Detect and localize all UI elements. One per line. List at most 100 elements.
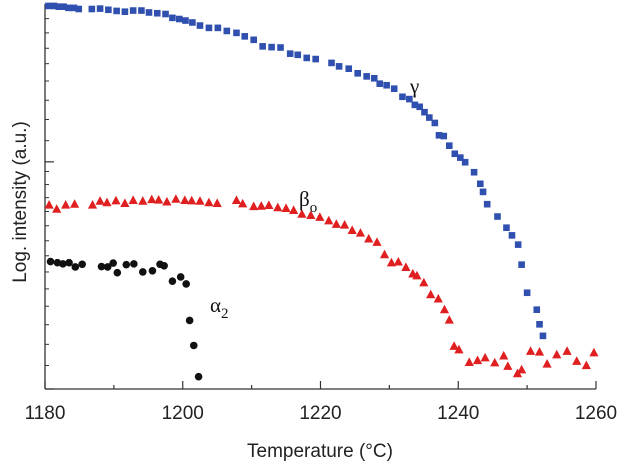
beta-point [393,256,403,266]
beta-point [138,196,148,205]
gamma-point [370,75,378,82]
gamma-point [277,44,284,51]
gamma-point [328,59,335,67]
gamma-point [539,332,547,340]
alpha-point [103,263,112,271]
beta-point [347,225,357,234]
beta-point [195,196,205,205]
alpha-point [176,273,185,281]
gamma-point [162,10,169,18]
gamma-point [70,4,78,12]
gamma-point [176,15,183,23]
beta-point [379,249,390,259]
gamma-point [113,7,120,15]
alpha-point [109,259,117,267]
beta-point [454,344,464,354]
series-label-beta: βo [299,187,317,216]
beta-point [231,195,242,204]
beta-point [187,195,197,205]
gamma-point [121,8,129,15]
gamma-point [335,63,343,70]
tick-labels: 1180 1200 1220 1240 1260 [25,403,618,424]
x-axis-title: Temperature (°C) [247,441,393,462]
axes [44,4,597,390]
beta-point [472,355,483,365]
gamma-point [96,5,104,12]
gamma-point [345,65,353,72]
alpha-point [139,268,147,276]
gamma-point [259,43,266,50]
beta-point [552,349,562,359]
beta-point [204,197,214,207]
beta-point [581,360,591,370]
beta-point [562,346,572,355]
gamma-point [451,150,459,158]
gamma-point [153,9,161,17]
beta-point [426,289,436,299]
alpha-point [185,316,194,325]
alpha-point [194,372,203,381]
gamma-point [508,232,516,239]
gamma-point [431,119,439,127]
beta-point [499,350,509,360]
beta-point [444,315,454,324]
gamma-point [55,3,63,10]
gamma-point [182,17,189,24]
alpha-point [113,268,122,277]
gamma-point [483,200,491,208]
x-tick-label: 1220 [299,403,341,424]
beta-point [364,233,374,243]
beta-point [154,194,164,204]
alpha-point [189,341,198,350]
gamma-point [406,95,413,103]
gamma-point [457,154,464,161]
alpha-point [130,260,138,268]
gamma-point [411,101,419,109]
beta-point [111,195,121,205]
beta-point [281,203,291,213]
gamma-point [503,224,510,231]
gamma-point [169,14,176,22]
beta-point [120,198,130,208]
beta-point [542,358,552,368]
x-tick-label: 1240 [437,403,479,424]
beta-point [331,219,341,228]
beta-point [87,199,98,209]
beta-point [419,277,429,287]
gamma-point [268,43,275,51]
gamma-point [196,22,204,29]
beta-point [315,212,325,221]
gamma-point [45,2,52,10]
gamma-point [399,93,406,101]
alpha-point [182,280,190,288]
series-label-gamma: γ [409,74,419,98]
beta-point [95,196,105,205]
gamma-point [214,24,222,32]
beta-point [517,364,527,374]
gamma-point [65,4,72,12]
x-tick-label: 1260 [575,403,617,424]
beta-point [147,194,157,204]
beta-point [355,228,366,237]
gamma-point [363,73,370,80]
beta-point [534,347,545,356]
beta-point [412,270,422,280]
beta-point [171,194,181,203]
gamma-point [476,180,484,188]
gamma-point [294,51,302,59]
gamma-point [312,55,319,63]
beta-point [264,200,274,209]
beta-point [372,237,382,246]
alpha-point [59,260,67,268]
gamma-point [461,158,469,166]
beta-point [464,357,474,367]
gamma-point [514,241,522,248]
y-axis-title: Log. intensity (a.u.) [10,121,31,283]
alpha-point [160,262,168,270]
beta-point [273,202,283,212]
alpha-point [168,277,177,286]
beta-point [324,215,334,225]
x-tick-label: 1180 [25,403,66,424]
gamma-point [303,54,311,62]
